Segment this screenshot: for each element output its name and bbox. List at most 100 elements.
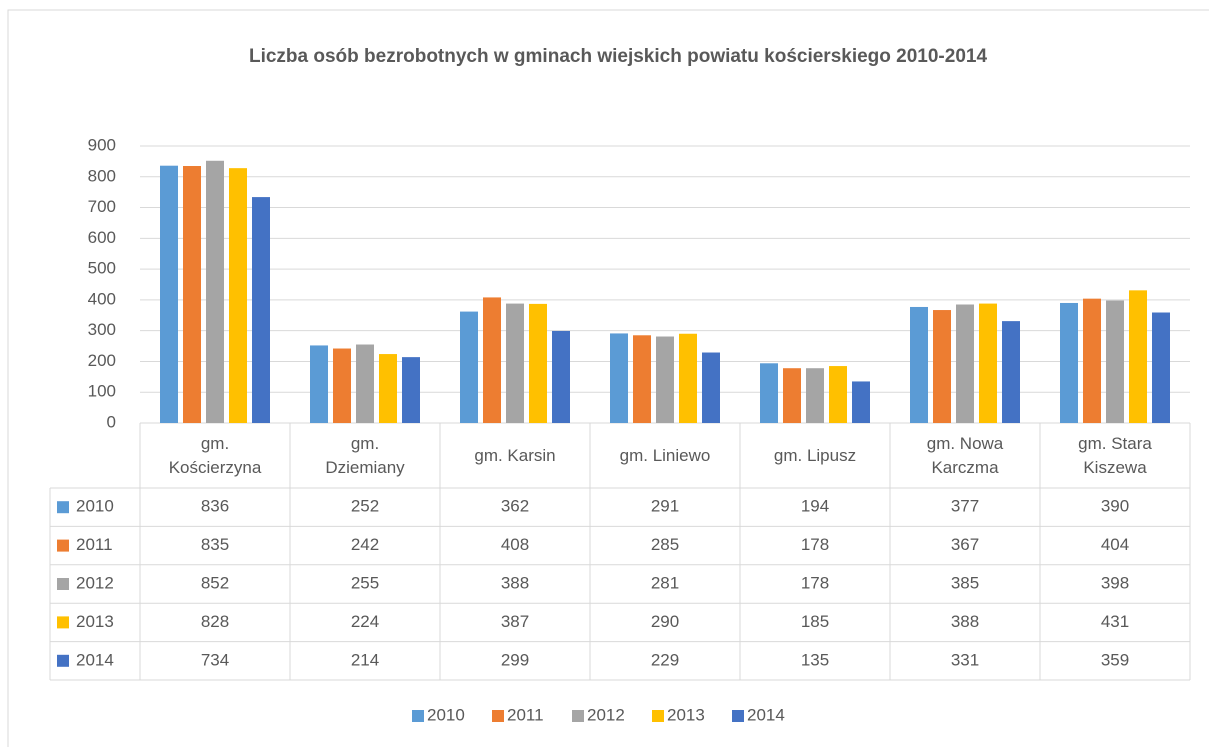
legend-label: 2012 [587,705,625,724]
chart-title: Liczba osób bezrobotnych w gminach wiejs… [249,46,987,67]
bar [460,311,478,423]
table-value: 852 [201,573,229,592]
bar [783,368,801,423]
table-value: 431 [1101,612,1129,631]
legend-key [732,710,744,722]
bar [1002,321,1020,423]
bar [656,336,674,423]
table-value: 194 [801,497,829,516]
table-value: 224 [351,612,379,631]
category-label: gm. Lipusz [740,423,890,488]
y-tick-label: 200 [88,351,116,370]
category-text: gm. Lipusz [773,445,857,465]
bar [702,352,720,423]
bar [310,345,328,423]
bar [610,333,628,423]
table-series-name: 2012 [76,573,114,592]
category-text: gm. Karsin [474,445,556,465]
category-label: gm. Kościerzyna [140,423,290,488]
category-text: gm. Stara Kiszewa [1078,433,1152,477]
table-value: 362 [501,497,529,516]
table-value: 331 [951,650,979,669]
table-value: 836 [201,497,229,516]
table-value: 367 [951,535,979,554]
table-value: 255 [351,573,379,592]
table-value: 734 [201,650,229,669]
bar [806,368,824,423]
table-value: 242 [351,535,379,554]
category-label: gm. Liniewo [590,423,740,488]
table-value: 387 [501,612,529,631]
bar [529,303,547,423]
bar [979,303,997,423]
y-tick-label: 400 [88,289,116,308]
table-legend-key [57,616,69,629]
y-tick-label: 900 [88,135,116,154]
bar [1060,302,1078,423]
bar [760,363,778,423]
bar [933,310,951,423]
table-value: 178 [801,535,829,554]
legend-key [572,710,584,722]
category-label: gm. Stara Kiszewa [1040,423,1190,488]
table-value: 828 [201,612,229,631]
table-value: 281 [651,573,679,592]
y-tick-label: 100 [88,382,116,401]
table-value: 135 [801,650,829,669]
table-value: 178 [801,573,829,592]
category-text: gm. Liniewo [619,445,711,465]
y-tick-label: 500 [88,259,116,278]
table-legend-key [57,654,69,667]
bar [483,297,501,423]
bar [679,333,697,423]
table-value: 390 [1101,497,1129,516]
bar [956,304,974,423]
table-value: 299 [501,650,529,669]
category-label: gm. Nowa Karczma [890,423,1040,488]
table-value: 285 [651,535,679,554]
table-series-name: 2010 [76,497,114,516]
bar [252,197,270,423]
bar [852,381,870,423]
bar [206,160,224,424]
category-text: gm. Dziemiany [325,433,405,477]
category-label: gm. Karsin [440,423,590,488]
y-tick-label: 600 [88,228,116,247]
table-value: 385 [951,573,979,592]
table-value: 359 [1101,650,1129,669]
table-value: 229 [651,650,679,669]
bar [829,366,847,423]
category-text: gm. Kościerzyna [168,433,262,477]
bar [402,357,420,423]
bar [1152,312,1170,423]
table-value: 388 [951,612,979,631]
table-value: 290 [651,612,679,631]
table-series-name: 2011 [76,535,113,554]
bar [229,168,247,423]
table-value: 388 [501,573,529,592]
y-tick-label: 0 [107,412,116,431]
legend-label: 2014 [747,705,785,724]
table-value: 185 [801,612,829,631]
y-tick-label: 700 [88,197,116,216]
bar [506,303,524,423]
table-value: 398 [1101,573,1129,592]
legend-key [412,710,424,722]
table-legend-key [57,539,69,552]
bar [1129,290,1147,423]
category-text: gm. Nowa Karczma [926,433,1004,477]
bar [1083,298,1101,423]
table-value: 408 [501,535,529,554]
bar [552,330,570,423]
table-series-name: 2014 [76,650,114,669]
table-value: 835 [201,535,229,554]
table-value: 377 [951,497,979,516]
table-value: 404 [1101,535,1129,554]
legend-key [652,710,664,722]
y-tick-label: 300 [88,320,116,339]
bar [183,166,201,423]
category-label: gm. Dziemiany [290,423,440,488]
legend-label: 2013 [667,705,705,724]
